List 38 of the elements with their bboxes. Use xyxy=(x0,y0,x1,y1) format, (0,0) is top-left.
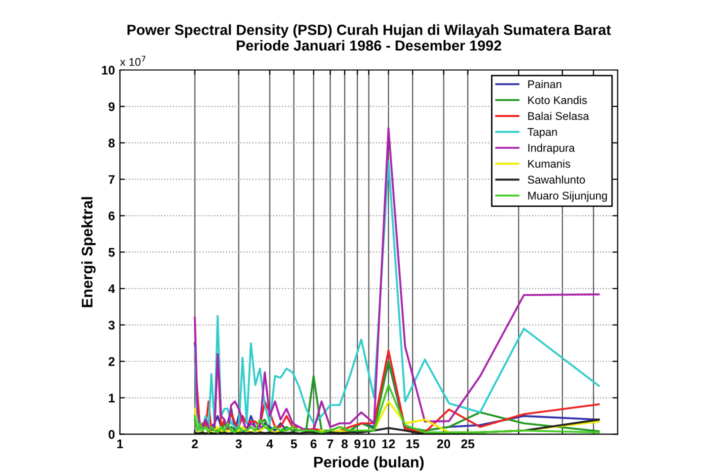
y-axis-title: Energi Spektral xyxy=(81,197,96,308)
x-tick-label: 20 xyxy=(437,439,450,448)
y-tick-label: 1 xyxy=(108,394,115,402)
x-tick-label: 15 xyxy=(406,440,420,448)
legend-label: Tapan xyxy=(528,128,557,138)
y-tick-label: 5 xyxy=(108,248,115,257)
legend-label: Kumanis xyxy=(528,160,570,168)
y-tick-label: 7 xyxy=(108,175,115,184)
text: x 10$^{7}$ xyxy=(120,56,146,66)
x-axis-title: Periode (bulan) xyxy=(314,456,424,471)
legend-label: Painan xyxy=(528,80,562,88)
x-tick-label: 1 xyxy=(117,440,124,448)
y-tick-label: 4 xyxy=(108,284,116,294)
x-tick-label: 4 xyxy=(266,440,274,448)
x-tick-label: 3 xyxy=(235,439,242,448)
x-tick-label: 5 xyxy=(290,440,298,448)
y-tick-label: 8 xyxy=(108,138,115,148)
y-tick-label: 10 xyxy=(102,66,115,75)
y-tick-label: 9 xyxy=(108,102,115,112)
legend-label: Balai Selasa xyxy=(528,112,590,120)
y-tick-label: 6 xyxy=(108,211,115,220)
legend-label: Koto Kandis xyxy=(528,96,587,104)
chart-subtitle: Periode Januari 1986 - Desember 1992 xyxy=(236,40,502,51)
chart-title: Power Spectral Density (PSD) Curah Hujan di Wilayah Sumatera Barat xyxy=(128,24,611,38)
x-tick-label: 25 xyxy=(461,439,474,448)
legend-label: Muaro Sijunjung xyxy=(528,191,607,202)
y-tick-label: 0 xyxy=(108,430,115,439)
x-tick-label: 8 xyxy=(342,439,348,448)
x-tick-label: 12 xyxy=(382,439,395,448)
x-tick-label: 9 xyxy=(354,439,360,448)
legend-label: Sawahlunto xyxy=(528,175,585,184)
y-tick-label: 2 xyxy=(108,357,115,366)
legend-label: Indrapura xyxy=(528,144,575,154)
x-tick-label: 2 xyxy=(192,439,198,448)
x-tick-label: 6 xyxy=(310,439,317,448)
x-tick-label: 10 xyxy=(362,439,376,448)
y-tick-label: 3 xyxy=(108,320,115,330)
x-tick-label: 7 xyxy=(327,440,334,448)
